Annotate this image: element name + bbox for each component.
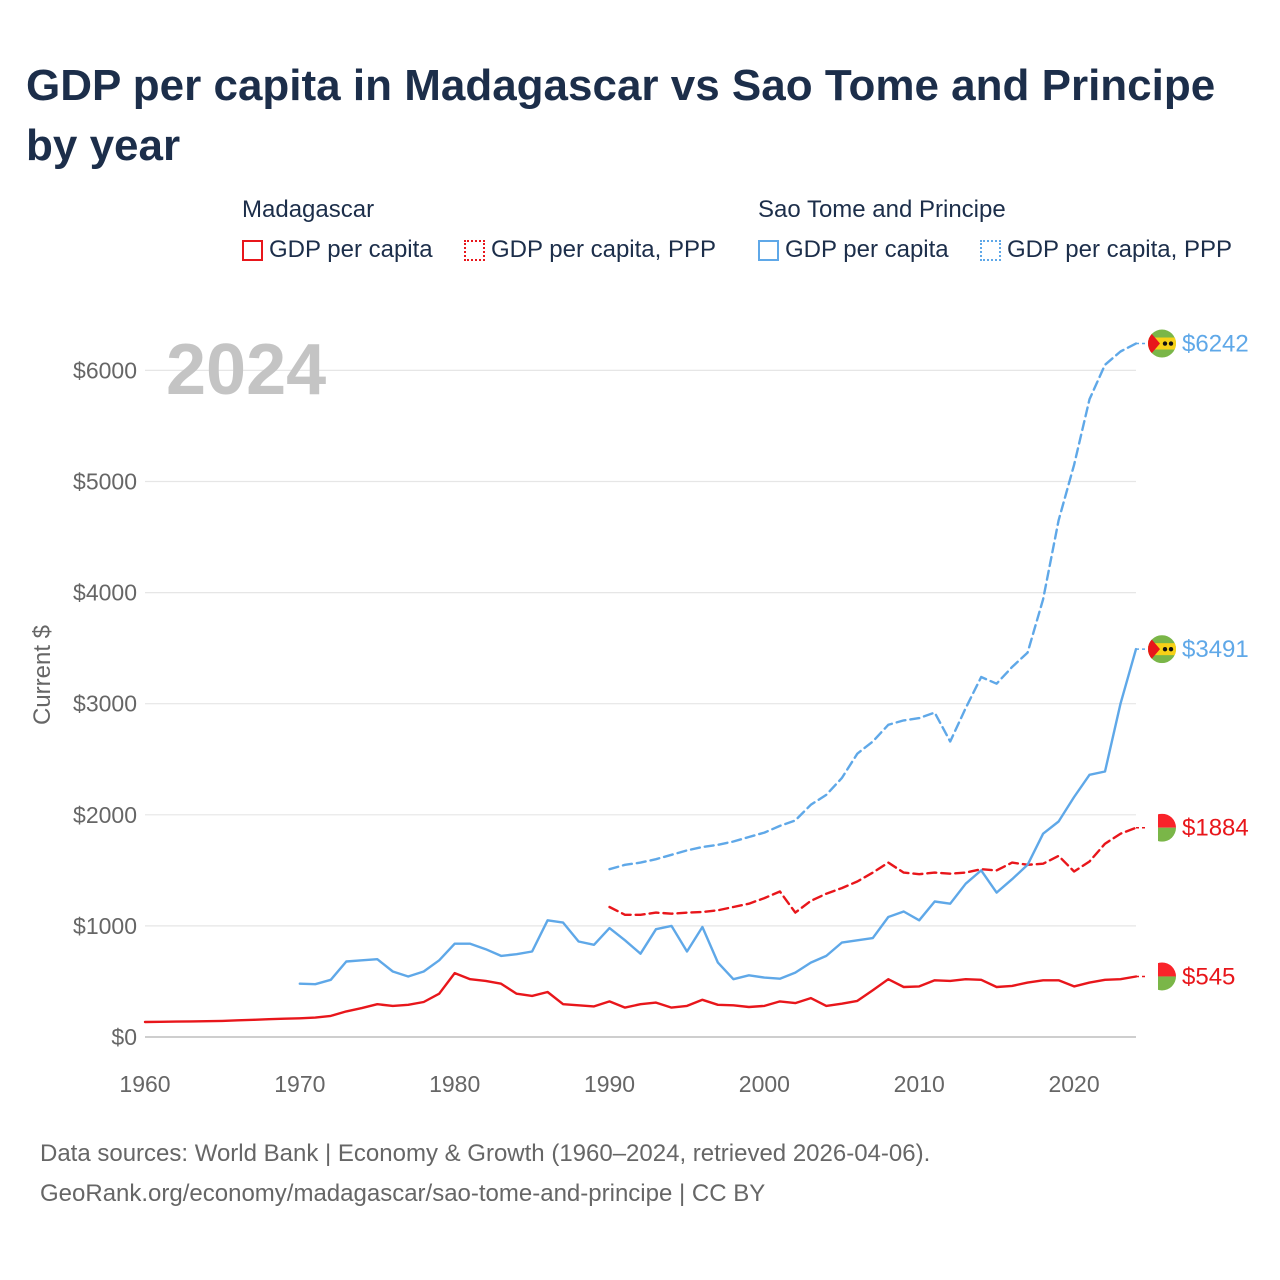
x-tick-label: 1970	[274, 1071, 325, 1097]
sao-tome-flag-icon	[1148, 635, 1176, 664]
y-tick-label: $3000	[73, 691, 137, 717]
legend-swatch-solid-red	[242, 239, 263, 261]
madagascar-flag-icon	[1148, 813, 1176, 842]
legend-swatch-solid-blue	[758, 239, 779, 261]
legend-group-sao-tome: Sao Tome and Principe	[758, 196, 1006, 223]
data-source-url: GeoRank.org/economy/madagascar/sao-tome-…	[40, 1180, 766, 1207]
madagascar-flag-icon	[1148, 962, 1176, 991]
y-tick-label: $2000	[73, 802, 137, 828]
legend-label: GDP per capita, PPP	[491, 236, 716, 263]
x-tick-label: 1960	[119, 1071, 170, 1097]
sao-tome-flag-icon	[1148, 329, 1176, 358]
x-tick-label: 1990	[584, 1071, 635, 1097]
legend-item-madagascar-ppp[interactable]: GDP per capita, PPP	[464, 236, 716, 264]
data-source-line: Data sources: World Bank | Economy & Gro…	[40, 1140, 931, 1167]
x-tick-label: 2000	[739, 1071, 790, 1097]
series-line-3[interactable]	[608, 342, 1138, 871]
end-value-label: $3491	[1182, 636, 1249, 663]
series-line-1[interactable]	[608, 826, 1138, 916]
y-tick-label: $0	[111, 1024, 137, 1050]
legend-label: GDP per capita	[785, 236, 949, 263]
y-tick-label: $1000	[73, 913, 137, 939]
chart-title: GDP per capita in Madagascar vs Sao Tome…	[26, 61, 1216, 170]
series-line-0[interactable]	[143, 971, 1138, 1024]
x-tick-label: 1980	[429, 1071, 480, 1097]
end-value-label: $6242	[1182, 331, 1249, 358]
series-line-2[interactable]	[298, 647, 1138, 986]
y-tick-label: $6000	[73, 357, 137, 383]
end-value-label: $1884	[1182, 815, 1249, 842]
legend-group-madagascar: Madagascar	[242, 196, 375, 223]
x-tick-label: 2020	[1048, 1071, 1099, 1097]
legend-item-madagascar-gdp[interactable]: GDP per capita	[242, 236, 433, 264]
legend-item-sao-tome-ppp[interactable]: GDP per capita, PPP	[980, 236, 1232, 264]
legend-label: GDP per capita	[269, 236, 433, 263]
legend-swatch-dotted-red	[464, 239, 485, 261]
legend-swatch-dotted-blue	[980, 239, 1001, 261]
y-axis-label: Current $	[29, 625, 56, 725]
end-value-label: $545	[1182, 963, 1235, 990]
y-tick-label: $4000	[73, 580, 137, 606]
legend-item-sao-tome-gdp[interactable]: GDP per capita	[758, 236, 949, 264]
legend-label: GDP per capita, PPP	[1007, 236, 1232, 263]
x-tick-label: 2010	[894, 1071, 945, 1097]
year-label: 2024	[166, 330, 326, 410]
y-tick-label: $5000	[73, 469, 137, 495]
